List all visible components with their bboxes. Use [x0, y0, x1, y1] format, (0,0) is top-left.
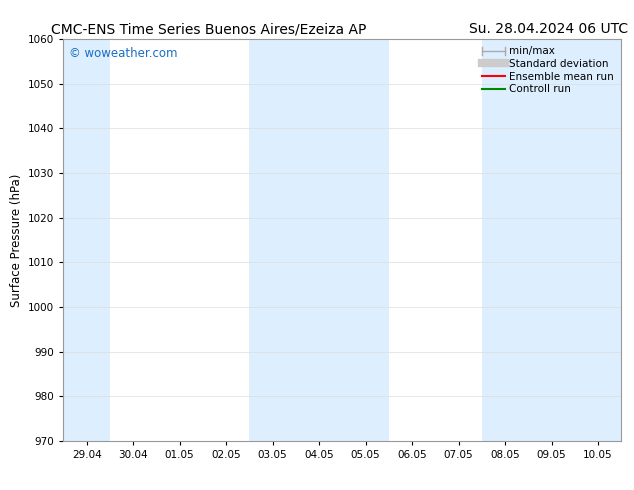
- Text: CMC-ENS Time Series Buenos Aires/Ezeiza AP: CMC-ENS Time Series Buenos Aires/Ezeiza …: [51, 22, 366, 36]
- Bar: [249, 39, 389, 441]
- Y-axis label: Surface Pressure (hPa): Surface Pressure (hPa): [10, 173, 23, 307]
- Bar: [482, 39, 621, 441]
- Legend: min/max, Standard deviation, Ensemble mean run, Controll run: min/max, Standard deviation, Ensemble me…: [478, 42, 618, 98]
- Text: Su. 28.04.2024 06 UTC: Su. 28.04.2024 06 UTC: [469, 22, 628, 36]
- Bar: [63, 39, 110, 441]
- Text: © woweather.com: © woweather.com: [69, 47, 178, 60]
